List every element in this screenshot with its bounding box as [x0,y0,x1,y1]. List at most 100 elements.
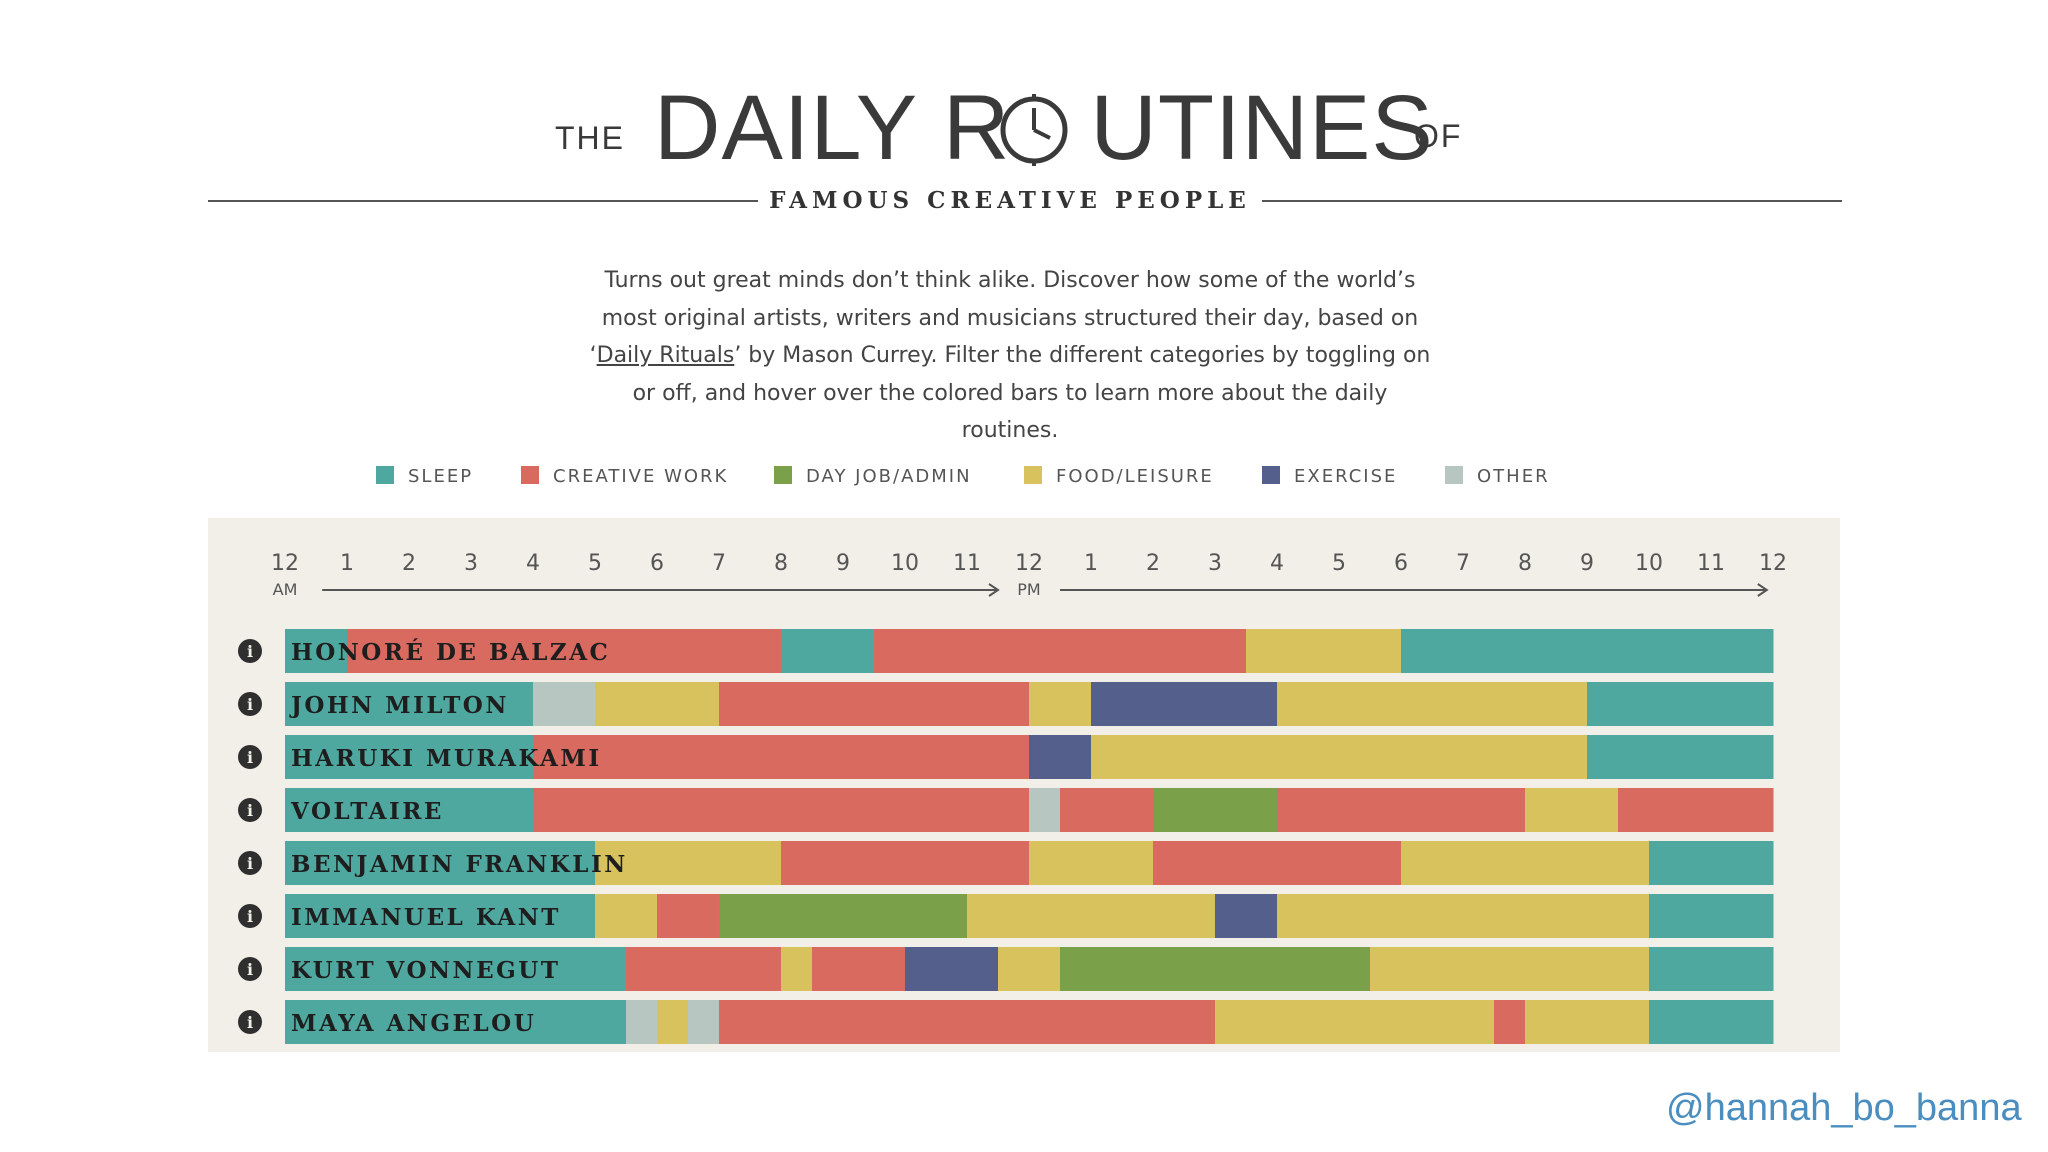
info-icon [238,1010,262,1034]
bar-segment-sleep [285,947,627,991]
info-icon-glyph: i [247,854,253,873]
x-tick-label: 6 [650,551,664,576]
legend-item-food-leisure[interactable]: FOOD/LEISURE [1024,466,1214,487]
bar-segment-creative [347,629,782,673]
bar-segment-food [1029,682,1092,726]
person-name-label: JOHN MILTON [289,692,509,719]
bar-segment-other [1029,788,1061,832]
title-block: THE DAILY R UTINES OF [0,77,2048,180]
bar-segment-sleep [1587,682,1774,726]
bar-segment-creative [719,682,1030,726]
description-line: or off, and hover over the colored bars … [632,380,1388,406]
bar-segment-food [657,1000,689,1044]
info-icon [238,957,262,981]
bar-segment-creative [1060,788,1154,832]
bar-segment-creative [781,841,1030,885]
x-tick-label: 5 [588,551,602,576]
bar-segment-sleep [1649,894,1774,938]
description-text: ’ by Mason Currey. Filter the different … [734,343,1431,368]
author-handle: @hannah_bo_banna [1666,1087,2022,1129]
x-tick-label: 9 [836,551,850,576]
info-icon-glyph: i [247,642,253,661]
bar-segment-other [533,682,596,726]
bar-segment-creative [1618,788,1774,832]
x-tick-label: 7 [1456,551,1470,576]
bar-segment-sleep [285,735,534,779]
legend-item-other[interactable]: OTHER [1445,466,1550,487]
bar-segment-food [1277,894,1650,938]
x-tick-label: 12 [271,551,299,576]
x-tick-label: 8 [1518,551,1532,576]
am-arrow-head [988,583,1000,597]
x-tick-label: 12 [1015,551,1043,576]
bar-segment-exercise [905,947,999,991]
legend-item-day-job[interactable]: DAY JOB/ADMIN [774,466,972,487]
legend-label: FOOD/LEISURE [1056,466,1214,487]
info-icon-glyph: i [247,907,253,926]
bar-segment-food [595,841,782,885]
title-part1: DAILY R [654,77,1011,179]
x-tick-label: 4 [1270,551,1284,576]
x-tick-label: 11 [1697,551,1725,576]
bar-segment-creative [874,629,1247,673]
legend-label: CREATIVE WORK [553,466,729,487]
legend-item-sleep[interactable]: SLEEP [376,466,473,487]
legend-label: SLEEP [408,466,474,487]
x-tick-label: 4 [526,551,540,576]
x-tick-label: 6 [1394,551,1408,576]
bar-segment-creative [533,788,1030,832]
am-label: AM [273,580,298,599]
bar-segment-creative [533,735,1030,779]
x-tick-label: 10 [891,551,919,576]
info-icon-glyph: i [247,960,253,979]
info-icon-glyph: i [247,695,253,714]
legend-label: EXERCISE [1294,466,1398,487]
info-icon [238,639,262,663]
bar-segment-sleep [285,894,596,938]
legend-label: OTHER [1477,466,1550,487]
bar-segment-sleep [1401,629,1774,673]
bar-segment-creative [1153,841,1402,885]
x-tick-label: 12 [1759,551,1787,576]
description: Turns out great minds don’t think alike.… [520,262,1500,450]
x-tick-label: 3 [1208,551,1222,576]
legend-item-exercise[interactable]: EXERCISE [1262,466,1397,487]
x-tick-label: 8 [774,551,788,576]
bar-segment-food [1525,788,1619,832]
bar-segment-food [1401,841,1650,885]
daily-rituals-link[interactable]: Daily Rituals [596,343,735,368]
bar-segment-food [1370,947,1650,991]
bar-segment-dayjob [719,894,968,938]
legend-swatch [1445,466,1463,484]
bar-segment-food [1277,682,1588,726]
bar-segment-sleep [285,1000,627,1044]
bar-segment-food [781,947,813,991]
x-tick-label: 3 [464,551,478,576]
clock-icon [1000,94,1068,166]
x-tick-label: 5 [1332,551,1346,576]
chart-panel: 12 1 2 3 4 5 6 7 8 9 10 11 12 1 2 3 4 5 6 7 8 9 10 11 12 AM PM i HON… [208,518,1840,1052]
person-name-label: KURT VONNEGUT [291,957,560,984]
title-rule-right [1262,200,1842,202]
x-tick-label: 11 [953,551,981,576]
legend-swatch [1262,466,1280,484]
bar-segment-sleep [781,629,875,673]
x-tick-label: 1 [340,551,354,576]
bar-segment-food [595,894,658,938]
legend-item-creative-work[interactable]: CREATIVE WORK [521,466,728,487]
x-tick-label: 2 [1146,551,1160,576]
x-tick-label: 2 [402,551,416,576]
description-line: most original artists, writers and music… [601,305,1419,331]
x-tick-label: 1 [1084,551,1098,576]
bar-segment-food [1215,1000,1495,1044]
description-line: routines. [961,418,1059,443]
info-icon [238,851,262,875]
subtitle: FAMOUS CREATIVE PEOPLE [769,187,1251,214]
bar-segment-exercise [1091,682,1278,726]
bar-segment-other [626,1000,658,1044]
person-name-label: HONORÉ DE BALZAC [291,639,610,666]
bar-segment-exercise [1215,894,1278,938]
bar-segment-creative [657,894,720,938]
title-of: OF [1414,118,1463,154]
